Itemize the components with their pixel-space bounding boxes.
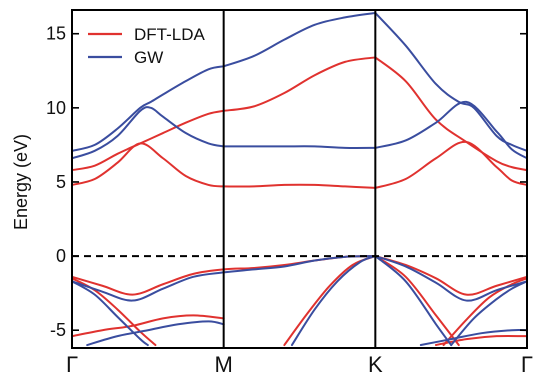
gw-band-line-25 xyxy=(450,280,527,347)
series-layer xyxy=(72,11,527,347)
dft-lda-band-line-8 xyxy=(72,314,225,338)
gw-band-line-23 xyxy=(290,255,377,347)
y-tick-label-4: 15 xyxy=(46,24,66,44)
legend: DFT-LDA GW xyxy=(88,25,206,67)
gw-band-line-19 xyxy=(374,11,527,152)
y-tick-label-0: -5 xyxy=(50,320,66,340)
x-tick-label-1: M xyxy=(215,352,233,377)
y-tick-label-1: 0 xyxy=(56,246,66,266)
gw-band-line-18 xyxy=(374,100,527,160)
gw-band-line-26 xyxy=(86,320,225,347)
y-tick-label-3: 10 xyxy=(46,98,66,118)
gw-band-line-16 xyxy=(222,145,377,149)
dft-lda-band-line-5 xyxy=(374,56,527,172)
dft-lda-band-line-0 xyxy=(72,142,225,188)
gw-band-line-17 xyxy=(222,11,377,68)
dft-lda-band-line-2 xyxy=(222,183,377,189)
gw-band-line-14 xyxy=(72,106,225,160)
legend-label-dft-lda: DFT-LDA xyxy=(134,25,206,44)
dft-lda-band-line-7 xyxy=(374,255,527,296)
dft-lda-band-line-1 xyxy=(72,109,225,172)
gw-band-line-24 xyxy=(374,255,453,347)
x-tick-label-3: Γ xyxy=(521,352,533,377)
axes-layer: -5 0 5 10 15 Γ M K Γ xyxy=(46,9,533,377)
gw-band-line-27 xyxy=(419,328,527,347)
gw-band-line-22 xyxy=(72,280,149,347)
gw-band-line-21 xyxy=(374,255,527,302)
legend-label-gw: GW xyxy=(134,48,163,67)
plot-frame xyxy=(71,9,528,349)
dft-lda-band-line-3 xyxy=(222,56,377,112)
guides-layer xyxy=(72,10,527,348)
dft-lda-band-line-13 xyxy=(442,277,527,347)
y-axis-label: Energy (eV) xyxy=(11,134,31,230)
gw-band-line-15 xyxy=(72,65,225,152)
dft-lda-band-line-12 xyxy=(374,255,460,347)
x-tick-label-2: K xyxy=(368,352,383,377)
y-tick-label-2: 5 xyxy=(56,172,66,192)
x-tick-label-0: Γ xyxy=(66,352,78,377)
